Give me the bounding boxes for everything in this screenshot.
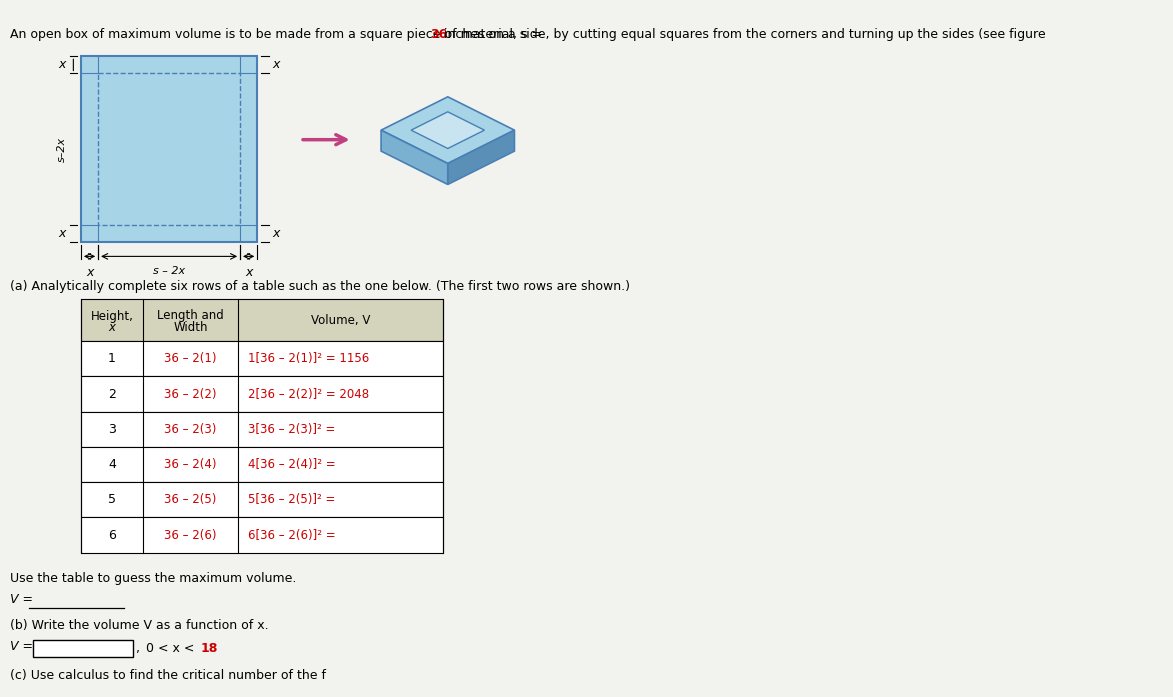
Polygon shape bbox=[381, 130, 448, 185]
Text: s–2x: s–2x bbox=[57, 137, 67, 162]
Bar bbox=[81, 482, 443, 517]
Text: 4: 4 bbox=[108, 458, 116, 471]
Text: x: x bbox=[86, 266, 93, 279]
Text: s – 2x: s – 2x bbox=[152, 266, 185, 276]
Bar bbox=[81, 517, 443, 553]
Text: 3[36 – 2(3)]² =: 3[36 – 2(3)]² = bbox=[248, 423, 335, 436]
Text: ,: , bbox=[136, 643, 141, 655]
Text: (b) Write the volume V as a function of x.: (b) Write the volume V as a function of … bbox=[9, 620, 269, 632]
Text: 4[36 – 2(4)]² =: 4[36 – 2(4)]² = bbox=[248, 458, 335, 471]
Text: Width: Width bbox=[174, 321, 208, 335]
Bar bbox=[81, 299, 443, 341]
Text: 36 – 2(6): 36 – 2(6) bbox=[164, 528, 217, 542]
Text: 2[36 – 2(2)]² = 2048: 2[36 – 2(2)]² = 2048 bbox=[248, 388, 368, 401]
Text: 6: 6 bbox=[108, 528, 116, 542]
Text: 36 – 2(1): 36 – 2(1) bbox=[164, 352, 217, 365]
Text: x: x bbox=[272, 227, 280, 240]
Text: 1: 1 bbox=[108, 352, 116, 365]
Text: 18: 18 bbox=[201, 643, 217, 655]
Text: (c) Use calculus to find the critical number of the f: (c) Use calculus to find the critical nu… bbox=[9, 669, 326, 682]
Text: Height,: Height, bbox=[90, 310, 134, 323]
Text: inches on a side, by cutting equal squares from the corners and turning up the s: inches on a side, by cutting equal squar… bbox=[441, 28, 1046, 41]
Text: 36 – 2(3): 36 – 2(3) bbox=[164, 423, 217, 436]
Text: x: x bbox=[59, 227, 66, 240]
Bar bbox=[33, 641, 134, 657]
Text: x: x bbox=[272, 59, 280, 71]
Text: x: x bbox=[59, 59, 66, 71]
Bar bbox=[99, 73, 240, 225]
Text: x: x bbox=[108, 321, 115, 335]
Text: 5[36 – 2(5)]² =: 5[36 – 2(5)]² = bbox=[248, 493, 335, 506]
Bar bbox=[81, 447, 443, 482]
Text: 36: 36 bbox=[430, 28, 447, 41]
Text: 36 – 2(4): 36 – 2(4) bbox=[164, 458, 217, 471]
Bar bbox=[81, 412, 443, 447]
Text: V =: V = bbox=[9, 641, 33, 653]
Text: 0 < x <: 0 < x < bbox=[145, 643, 198, 655]
Text: (a) Analytically complete six rows of a table such as the one below. (The first : (a) Analytically complete six rows of a … bbox=[9, 280, 630, 293]
Text: Use the table to guess the maximum volume.: Use the table to guess the maximum volum… bbox=[9, 572, 296, 585]
Text: 6[36 – 2(6)]² =: 6[36 – 2(6)]² = bbox=[248, 528, 335, 542]
Text: x: x bbox=[245, 266, 252, 279]
Polygon shape bbox=[448, 130, 515, 185]
Text: 1[36 – 2(1)]² = 1156: 1[36 – 2(1)]² = 1156 bbox=[248, 352, 369, 365]
Bar bbox=[81, 341, 443, 376]
Bar bbox=[81, 376, 443, 412]
Bar bbox=[81, 56, 257, 242]
Polygon shape bbox=[381, 97, 515, 164]
Text: 3: 3 bbox=[108, 423, 116, 436]
Text: 36 – 2(5): 36 – 2(5) bbox=[164, 493, 217, 506]
Polygon shape bbox=[411, 112, 484, 148]
Text: 2: 2 bbox=[108, 388, 116, 401]
Text: 36 – 2(2): 36 – 2(2) bbox=[164, 388, 217, 401]
Text: V =: V = bbox=[9, 592, 33, 606]
Text: 5: 5 bbox=[108, 493, 116, 506]
Text: Volume, V: Volume, V bbox=[311, 314, 371, 327]
Text: Length and: Length and bbox=[157, 309, 224, 322]
Text: An open box of maximum volume is to be made from a square piece of material, s =: An open box of maximum volume is to be m… bbox=[9, 28, 545, 41]
